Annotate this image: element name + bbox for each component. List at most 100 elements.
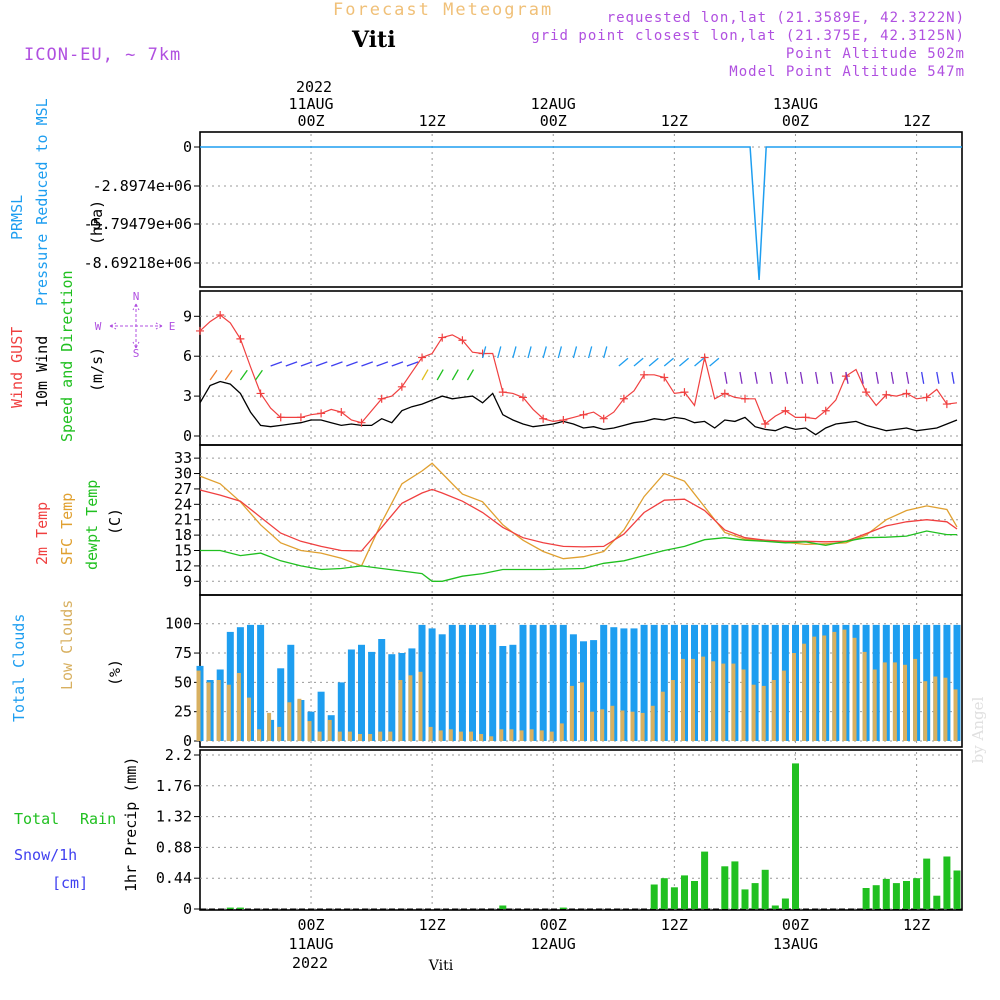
low-cloud-bar [741,669,746,741]
gust-marker [801,413,810,422]
compass-e: E [169,320,176,333]
wind-arrow [436,369,444,381]
wind-arrow [633,357,644,367]
total-cloud-bar [539,624,547,741]
wind-arrow [678,357,690,367]
total-cloud-bar [751,624,759,741]
gust-marker [296,413,305,422]
wind-10m-line [199,380,958,436]
top-date-label: 11AUG [288,95,333,113]
low-cloud-bar [418,671,423,741]
wind-arrow [497,346,502,359]
total-cloud-bar [448,624,456,741]
low-cloud-bar [519,730,524,741]
wind-gust-label: Wind GUST [8,327,26,408]
gust-marker [902,389,911,398]
low-cloud-bar [792,653,796,741]
wind-arrow [346,361,358,367]
low-cloud-bar [247,697,251,741]
low-cloud-bar [388,731,393,741]
wind-arrow [709,357,720,367]
low-cloud-bar [317,731,322,741]
low-cloud-bar [812,636,817,741]
gust-marker [196,326,204,335]
wind-arrow [739,371,743,384]
total-cloud-bar [953,624,961,741]
requested-coords: requested lon,lat (21.3589E, 42.3222N) [607,10,965,26]
bottom-time-label: 00Z [540,916,567,934]
wind-arrow [481,346,487,359]
rain-bar [943,856,951,909]
ytick-label: 30 [174,465,192,483]
grid-precip: 0 0.44 0.88 1.32 1.76 2.2 [156,746,962,918]
total-cloud-bar [509,644,517,741]
ytick-label: 0.88 [156,838,192,856]
gust-marker [821,406,830,415]
low-cloud-bar [489,736,494,741]
total-cloud-bar [761,624,769,741]
top-date-label: 12AUG [531,95,576,113]
total-cloud-bar [499,646,507,741]
total-cloud-bar [549,624,557,741]
gust-marker [438,333,447,342]
low-cloud-bar [458,731,463,741]
total-cloud-bar [438,634,446,741]
wind-panel: Wind GUST 10m Wind Speed and Direction (… [8,270,963,446]
rain-bar [751,883,759,909]
total-cloud-bar [640,624,648,741]
rain-bar [559,907,567,909]
model-altitude: Model Point Altitude 547m [729,64,965,80]
low-cloud-bar [943,677,948,741]
gust-marker [660,373,669,382]
total-cloud-bar [388,654,396,741]
low-cloud-bar [337,731,342,741]
wind-arrow [224,369,233,381]
bottom-time-label: 00Z [297,916,324,934]
rain-bar [923,858,931,909]
gust-marker [579,410,588,419]
low-cloud-bar [226,684,231,741]
total-cloud-bar [650,624,658,741]
wind-arrow [905,371,910,384]
total-cloud-bar [479,624,487,741]
gust-marker [498,388,507,397]
low-cloud-bar [347,731,352,741]
precip-panel: Total Rain Snow/1h [cm] 1hr Precip (mm) [14,749,963,911]
low-cloud-bar [822,635,827,741]
gust-marker [317,409,326,418]
total-cloud-bar [469,624,476,741]
pressure-frame [199,131,963,288]
t2m-line [199,488,958,552]
ytick-label: 15 [174,542,192,560]
low-cloud-bar [257,729,262,741]
wind-arrow [285,361,298,367]
total-cloud-bar [337,682,345,741]
gust-marker [640,370,649,379]
compass-n: N [133,290,140,303]
low-cloud-bar [600,709,605,741]
total-cloud-bar [559,624,567,741]
low-cloud-bar [287,702,292,741]
low-cloud-bar [802,643,807,741]
low-cloud-bar [307,721,312,741]
low-cloud-bar [590,711,595,741]
gust-marker [539,414,548,423]
wind-arrow [920,371,925,384]
ytick-label: 21 [174,511,192,529]
credit-label: by Angel [969,696,987,763]
wind-10m-label: 10m Wind [33,336,51,408]
low-cloud-bar [378,731,383,741]
ytick-label: 0 [183,427,192,445]
wind-arrow [512,346,517,359]
low-cloud-bar [903,664,907,741]
rain-bar [892,883,900,909]
low-cloud-bar [731,663,736,741]
low-cloud-bar [297,698,302,741]
wind-arrow [603,346,608,359]
wind-arrow [315,361,328,367]
pressure-line [200,146,962,281]
rain-bar [681,875,688,909]
top-time-label: 12Z [419,112,446,130]
wind-arrow [361,361,374,367]
